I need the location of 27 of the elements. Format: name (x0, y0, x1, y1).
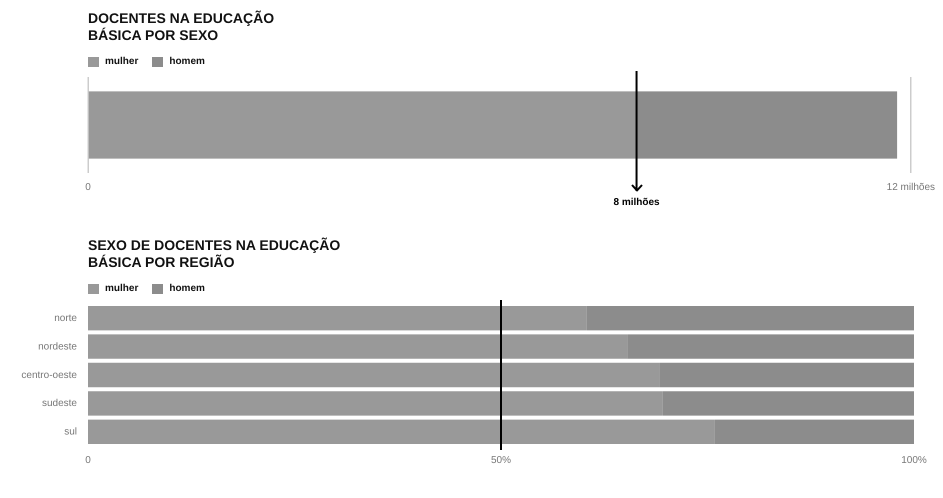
y-tick-label: centro-oeste (21, 370, 78, 381)
chart-title: DOCENTES NA EDUCAÇÃO BÁSICA POR SEXO (88, 9, 276, 44)
legend-label: homem (169, 56, 205, 67)
bar (88, 306, 587, 330)
chart-title: SEXO DE DOCENTES NA EDUCAÇÃO BÁSICA POR REGIÃO (88, 236, 342, 271)
bar (586, 306, 914, 330)
y-tick-label: sul (64, 426, 77, 438)
bar (88, 334, 628, 359)
y-tick-label: nordeste (38, 341, 78, 352)
bar (627, 334, 914, 359)
legend-label: mulher (105, 283, 138, 294)
legend-label: homem (169, 283, 205, 294)
y-tick-label: norte (54, 312, 78, 324)
bar (88, 391, 663, 416)
ref-line-label: 8 milhões (613, 196, 660, 208)
bar (660, 362, 914, 388)
x-tick-label: 50% (490, 454, 512, 466)
x-tick-label: 0 (85, 454, 92, 466)
x-tick-label: 0 (85, 182, 92, 193)
bar (714, 420, 914, 444)
bar (662, 391, 914, 416)
x-tick-label: 12 milhões (886, 182, 935, 193)
bar (88, 362, 660, 388)
y-tick-label: sudeste (42, 398, 78, 410)
bar (88, 420, 715, 444)
x-tick-label: 100% (901, 454, 927, 466)
legend-label: mulher (105, 56, 138, 67)
